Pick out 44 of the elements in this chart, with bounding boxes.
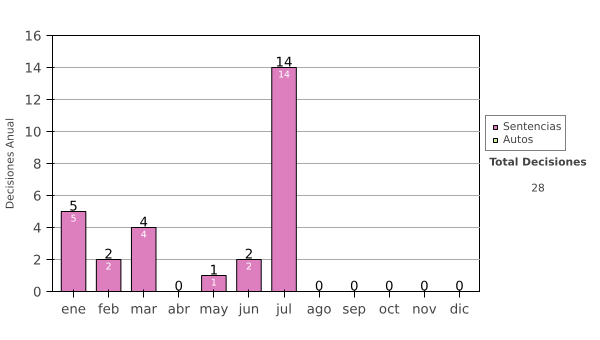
y-tick-label: 12 [24, 94, 42, 108]
total-label: 0 [455, 280, 464, 294]
total-label: 2 [244, 248, 254, 262]
legend-label: Autos [503, 133, 534, 146]
y-tick-label: 16 [24, 30, 42, 44]
y-tick-label: 14 [24, 62, 42, 76]
x-tick-label: mar [130, 302, 158, 318]
y-tick-label: 2 [33, 254, 42, 268]
total-label: 14 [276, 56, 293, 70]
x-tick-label: ago [306, 302, 332, 318]
x-tick-label: feb [98, 302, 120, 318]
data-label: 2 [246, 262, 252, 272]
data-label: 5 [70, 214, 77, 224]
total-label: 5 [69, 200, 78, 214]
data-label: 1 [210, 278, 217, 288]
x-tick-label: sep [342, 302, 366, 318]
y-tick-label: 8 [33, 158, 42, 172]
y-tick-label: 6 [33, 190, 42, 204]
x-tick-label: nov [412, 302, 437, 318]
total-label: 2 [104, 248, 113, 262]
data-label: 2 [106, 262, 112, 272]
total-label: 4 [139, 216, 148, 230]
x-tick-label: jun [238, 302, 260, 318]
total-label: 0 [350, 280, 358, 294]
x-tick-label: jul [275, 302, 292, 318]
data-label: 14 [278, 70, 290, 80]
total-label: 0 [314, 280, 324, 294]
x-tick-label: abr [168, 302, 190, 318]
x-tick-label: ene [61, 302, 86, 318]
total-label: 1 [210, 264, 218, 278]
total-label: 0 [385, 280, 394, 294]
x-tick-label: dic [450, 302, 470, 318]
total-label: 0 [174, 280, 184, 294]
y-tick-label: 10 [24, 126, 42, 140]
text: Total Decisiones [489, 156, 587, 169]
x-tick-label: may [199, 302, 229, 318]
y-tick-label: 0 [33, 286, 42, 300]
y-axis-title: Decisiones Anual [4, 118, 17, 210]
text: 28 [531, 182, 545, 195]
x-tick-label: oct [378, 302, 400, 318]
data-label: 4 [140, 230, 147, 240]
legend-label: Sentencias [503, 120, 562, 133]
y-tick-label: 4 [33, 222, 42, 236]
total-label: 0 [420, 280, 429, 294]
